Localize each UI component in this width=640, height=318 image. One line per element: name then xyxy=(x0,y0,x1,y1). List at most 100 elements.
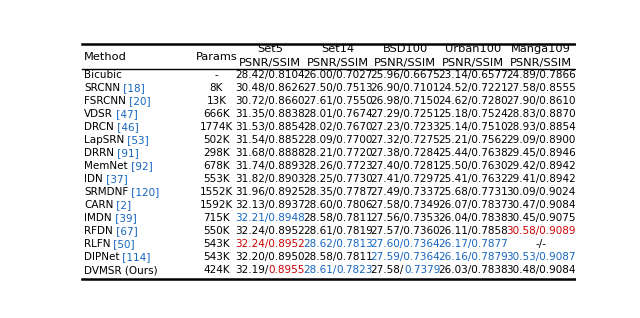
Text: 27.49/0.7337: 27.49/0.7337 xyxy=(371,187,440,197)
Text: [120]: [120] xyxy=(128,187,159,197)
Text: 29.09/0.8900: 29.09/0.8900 xyxy=(506,135,575,145)
Text: 24.52/0.7221: 24.52/0.7221 xyxy=(438,83,508,93)
Text: [20]: [20] xyxy=(126,96,150,106)
Text: 25.44/0.7638: 25.44/0.7638 xyxy=(438,148,508,158)
Text: 28.93/0.8854: 28.93/0.8854 xyxy=(506,122,575,132)
Text: DVMSR (Ours): DVMSR (Ours) xyxy=(84,266,157,275)
Text: RFDN: RFDN xyxy=(84,226,113,236)
Text: Set14: Set14 xyxy=(321,44,355,54)
Text: MemNet: MemNet xyxy=(84,161,127,171)
Text: [37]: [37] xyxy=(102,174,127,184)
Text: 27.58/: 27.58/ xyxy=(371,266,404,275)
Text: 8K: 8K xyxy=(210,83,223,93)
Text: 28.01/0.7674: 28.01/0.7674 xyxy=(303,109,372,119)
Text: 31.82/0.8903: 31.82/0.8903 xyxy=(236,174,305,184)
Text: 27.59/0.7364: 27.59/0.7364 xyxy=(371,252,440,262)
Text: 32.21/0.8948: 32.21/0.8948 xyxy=(235,213,305,223)
Text: 29.45/0.8946: 29.45/0.8946 xyxy=(506,148,575,158)
Text: [67]: [67] xyxy=(113,226,138,236)
Text: 25.14/0.7510: 25.14/0.7510 xyxy=(438,122,508,132)
Text: 24.89/0.7866: 24.89/0.7866 xyxy=(506,70,575,80)
Text: 1592K: 1592K xyxy=(200,200,233,210)
Text: 31.74/0.8893: 31.74/0.8893 xyxy=(235,161,305,171)
Text: Set5: Set5 xyxy=(257,44,283,54)
Text: 26.90/0.7101: 26.90/0.7101 xyxy=(371,83,440,93)
Text: 32.24/0.8952: 32.24/0.8952 xyxy=(235,226,305,236)
Text: 543K: 543K xyxy=(203,252,230,262)
Text: 666K: 666K xyxy=(203,109,230,119)
Text: [53]: [53] xyxy=(124,135,149,145)
Text: [91]: [91] xyxy=(114,148,139,158)
Text: [2]: [2] xyxy=(113,200,131,210)
Text: 31.54/0.8852: 31.54/0.8852 xyxy=(235,135,305,145)
Text: 24.62/0.7280: 24.62/0.7280 xyxy=(438,96,508,106)
Text: IMDN: IMDN xyxy=(84,213,111,223)
Text: -: - xyxy=(214,70,218,80)
Text: CARN: CARN xyxy=(84,200,113,210)
Text: DRRN: DRRN xyxy=(84,148,114,158)
Text: 31.96/0.8925: 31.96/0.8925 xyxy=(235,187,305,197)
Text: 30.48/0.9084: 30.48/0.9084 xyxy=(506,266,575,275)
Text: PSNR/SSIM: PSNR/SSIM xyxy=(239,58,301,68)
Text: 28.62/0.7813: 28.62/0.7813 xyxy=(303,239,372,249)
Text: 28.61/0.7819: 28.61/0.7819 xyxy=(303,226,372,236)
Text: DIPNet: DIPNet xyxy=(84,252,120,262)
Text: 25.18/0.7524: 25.18/0.7524 xyxy=(438,109,508,119)
Text: LapSRN: LapSRN xyxy=(84,135,124,145)
Text: 28.25/0.7730: 28.25/0.7730 xyxy=(303,174,372,184)
Text: 28.58/0.7811: 28.58/0.7811 xyxy=(303,213,372,223)
Text: 30.72/0.8660: 30.72/0.8660 xyxy=(236,96,305,106)
Text: 27.90/0.8610: 27.90/0.8610 xyxy=(506,96,575,106)
Text: 298K: 298K xyxy=(203,148,230,158)
Text: 25.96/0.6675: 25.96/0.6675 xyxy=(371,70,440,80)
Text: 29.42/0.8942: 29.42/0.8942 xyxy=(506,161,575,171)
Text: 26.03/0.7838: 26.03/0.7838 xyxy=(438,266,508,275)
Text: 28.42/0.8104: 28.42/0.8104 xyxy=(236,70,305,80)
Text: 26.00/0.7027: 26.00/0.7027 xyxy=(303,70,372,80)
Text: 13K: 13K xyxy=(206,96,227,106)
Text: 28.83/0.8870: 28.83/0.8870 xyxy=(506,109,575,119)
Text: VDSR: VDSR xyxy=(84,109,113,119)
Text: 28.09/0.7700: 28.09/0.7700 xyxy=(303,135,372,145)
Text: 29.41/0.8942: 29.41/0.8942 xyxy=(506,174,575,184)
Text: 27.60/0.7364: 27.60/0.7364 xyxy=(371,239,440,249)
Text: 30.47/0.9084: 30.47/0.9084 xyxy=(506,200,575,210)
Text: 28.58/0.7811: 28.58/0.7811 xyxy=(303,252,372,262)
Text: 28.60/0.7806: 28.60/0.7806 xyxy=(303,200,372,210)
Text: 25.21/0.7562: 25.21/0.7562 xyxy=(438,135,508,145)
Text: 31.53/0.8854: 31.53/0.8854 xyxy=(235,122,305,132)
Text: 25.41/0.7632: 25.41/0.7632 xyxy=(438,174,508,184)
Text: 30.09/0.9024: 30.09/0.9024 xyxy=(506,187,575,197)
Text: 28.61/: 28.61/ xyxy=(303,266,336,275)
Text: [114]: [114] xyxy=(120,252,151,262)
Text: 28.35/0.7787: 28.35/0.7787 xyxy=(303,187,372,197)
Text: 678K: 678K xyxy=(203,161,230,171)
Text: 31.68/0.8888: 31.68/0.8888 xyxy=(235,148,305,158)
Text: 32.13/0.8937: 32.13/0.8937 xyxy=(235,200,305,210)
Text: 27.29/0.7251: 27.29/0.7251 xyxy=(371,109,440,119)
Text: 26.16/0.7879: 26.16/0.7879 xyxy=(438,252,508,262)
Text: [50]: [50] xyxy=(111,239,135,249)
Text: 26.11/0.7858: 26.11/0.7858 xyxy=(438,226,508,236)
Text: 0.7823: 0.7823 xyxy=(336,266,372,275)
Text: [46]: [46] xyxy=(114,122,138,132)
Text: 30.48/0.8626: 30.48/0.8626 xyxy=(236,83,305,93)
Text: 1774K: 1774K xyxy=(200,122,233,132)
Text: 543K: 543K xyxy=(203,239,230,249)
Text: 28.26/0.7723: 28.26/0.7723 xyxy=(303,161,372,171)
Text: 23.14/0.6577: 23.14/0.6577 xyxy=(438,70,508,80)
Text: 0.8955: 0.8955 xyxy=(269,266,305,275)
Text: 550K: 550K xyxy=(203,226,230,236)
Text: -/-: -/- xyxy=(535,239,546,249)
Text: 25.50/0.7630: 25.50/0.7630 xyxy=(438,161,508,171)
Text: 27.58/0.7349: 27.58/0.7349 xyxy=(371,200,440,210)
Text: 26.04/0.7838: 26.04/0.7838 xyxy=(438,213,508,223)
Text: [47]: [47] xyxy=(113,109,138,119)
Text: 27.40/0.7281: 27.40/0.7281 xyxy=(371,161,440,171)
Text: BSD100: BSD100 xyxy=(383,44,428,54)
Text: PSNR/SSIM: PSNR/SSIM xyxy=(442,58,504,68)
Text: 27.50/0.7513: 27.50/0.7513 xyxy=(303,83,372,93)
Text: PSNR/SSIM: PSNR/SSIM xyxy=(509,58,572,68)
Text: 27.23/0.7233: 27.23/0.7233 xyxy=(371,122,440,132)
Text: DRCN: DRCN xyxy=(84,122,114,132)
